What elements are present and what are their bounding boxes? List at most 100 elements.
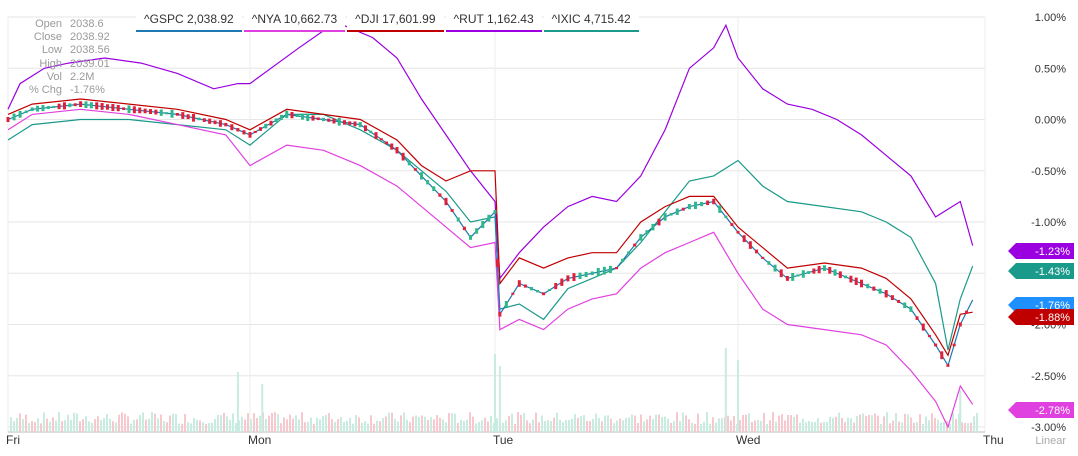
- volume-bar: [31, 421, 33, 432]
- candle: [186, 114, 190, 120]
- candle: [274, 118, 278, 123]
- candle: [138, 107, 142, 114]
- volume-bar: [640, 414, 642, 432]
- volume-bar: [25, 414, 27, 432]
- legend-item-dji[interactable]: ^DJI 17,601.99: [347, 9, 444, 32]
- volume-spike: [498, 366, 501, 432]
- volume-bar: [613, 423, 615, 432]
- y-tick-label: 1.00%: [1035, 12, 1066, 24]
- volume-bar: [121, 412, 123, 432]
- volume-spike: [737, 360, 739, 432]
- candle: [170, 109, 174, 118]
- volume-bar: [433, 419, 435, 432]
- volume-bar: [529, 423, 531, 432]
- volume-bar: [934, 417, 936, 432]
- candle: [84, 101, 88, 109]
- candle: [940, 351, 944, 360]
- volume-bar: [727, 415, 729, 432]
- candle: [796, 274, 800, 277]
- volume-bar: [142, 412, 144, 432]
- volume-bar: [94, 419, 96, 432]
- end-value-flag: [1008, 402, 1074, 418]
- candle: [57, 103, 61, 110]
- candle: [785, 275, 789, 281]
- candle: [621, 258, 625, 263]
- volume-bar: [268, 415, 270, 432]
- candle: [596, 267, 600, 276]
- volume-bar: [127, 416, 129, 432]
- volume-bar: [829, 416, 831, 432]
- volume-bar: [679, 421, 681, 432]
- volume-bar: [313, 423, 315, 432]
- candle: [450, 209, 454, 212]
- legend-item-ixic[interactable]: ^IXIC 4,715.42: [543, 9, 639, 32]
- candle: [493, 210, 497, 214]
- volume-bar: [973, 416, 975, 432]
- candle: [890, 295, 894, 301]
- candle: [253, 130, 257, 134]
- candle: [197, 117, 201, 121]
- volume-bar: [187, 422, 189, 432]
- candle: [645, 230, 649, 235]
- volume-bar: [409, 422, 411, 432]
- volume-bar: [508, 415, 510, 432]
- volume-bar: [898, 421, 900, 432]
- volume-bar: [766, 423, 768, 432]
- candle: [337, 117, 341, 126]
- volume-bar: [484, 417, 486, 432]
- candle: [663, 213, 667, 221]
- volume-bar: [160, 414, 162, 432]
- candle: [669, 213, 673, 216]
- legend-item-nya[interactable]: ^NYA 10,662.73: [243, 9, 346, 32]
- candle: [269, 120, 273, 126]
- volume-spike: [959, 390, 962, 432]
- candle: [154, 109, 158, 115]
- volume-bar: [154, 413, 156, 432]
- volume-bar: [91, 422, 93, 432]
- volume-bar: [628, 417, 630, 432]
- candle: [801, 270, 805, 278]
- volume-bar: [445, 422, 447, 432]
- legend-item-gspc[interactable]: ^GSPC 2,038.92: [136, 9, 242, 32]
- candle: [89, 102, 93, 109]
- end-value-label: -1.43%: [1035, 266, 1070, 278]
- volume-bar: [307, 421, 309, 432]
- volume-bar: [388, 412, 390, 432]
- volume-bar: [841, 417, 843, 432]
- volume-bar: [442, 419, 444, 432]
- volume-bar: [331, 419, 333, 432]
- legend-item-rut[interactable]: ^RUT 1,162.43: [445, 9, 542, 32]
- candle: [495, 259, 499, 267]
- volume-bar: [517, 412, 519, 432]
- volume-bar: [274, 412, 276, 432]
- end-value-label: -1.23%: [1035, 246, 1070, 258]
- volume-bar: [43, 412, 45, 432]
- candle: [964, 310, 968, 314]
- volume-bar: [259, 415, 261, 432]
- ohlc-close-label: Close: [33, 31, 62, 44]
- volume-bar: [460, 419, 462, 432]
- candle: [946, 364, 950, 367]
- volume-bar: [196, 419, 198, 432]
- volume-bar: [325, 415, 327, 432]
- volume-bar: [787, 414, 789, 432]
- volume-bar: [133, 419, 135, 432]
- volume-bar: [772, 412, 774, 432]
- volume-bar: [925, 416, 927, 432]
- volume-bar: [391, 412, 393, 432]
- candle: [343, 120, 346, 125]
- volume-bar: [211, 422, 213, 432]
- candle: [822, 265, 826, 272]
- volume-bar: [157, 418, 159, 432]
- candle: [693, 201, 697, 210]
- volume-bar: [844, 422, 846, 432]
- candle: [364, 125, 367, 132]
- volume-bar: [565, 420, 567, 432]
- volume-bar: [214, 419, 216, 432]
- candle: [358, 122, 362, 128]
- volume-bar: [880, 423, 882, 432]
- volume-bar: [523, 413, 525, 432]
- volume-bar: [343, 422, 345, 432]
- volume-bar: [469, 412, 471, 432]
- volume-bar: [370, 415, 372, 432]
